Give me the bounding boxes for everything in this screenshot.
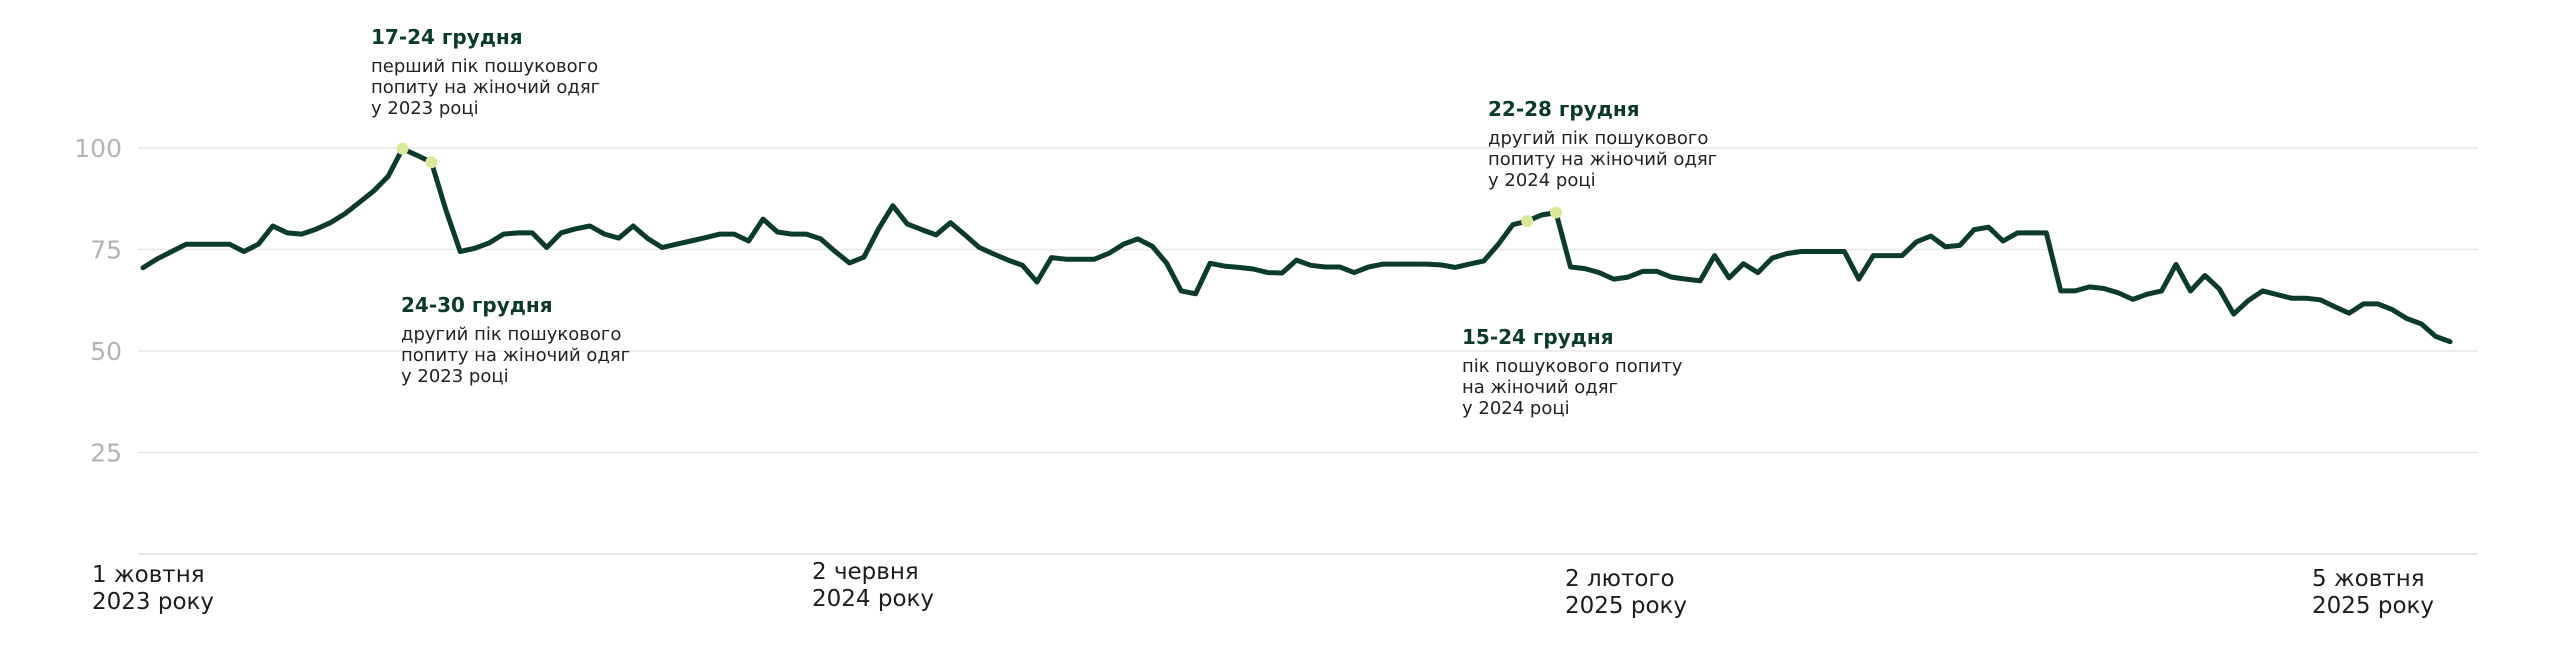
annotation-text: другий пік пошукового: [1488, 128, 1709, 149]
annotation-title: 15-24 грудня: [1462, 325, 1614, 349]
peak-point-2: [425, 156, 438, 169]
highlight-points: [396, 142, 1563, 228]
annotation-peak-1-2023: 17-24 грудня перший пік пошукового попит…: [371, 24, 600, 119]
x-tick-label-4-year: 2025 року: [2312, 593, 2435, 619]
x-tick-label-4-date: 5 жовтня: [2312, 566, 2425, 592]
y-tick-label-25: 25: [90, 439, 122, 468]
peak-point-4: [1550, 206, 1563, 219]
x-tick-label-3: 2 лютого 2025 року: [1565, 566, 1687, 620]
x-tick-label-1-year: 2023 року: [92, 589, 215, 615]
y-tick-label-100: 100: [74, 134, 122, 163]
x-tick-label-3-year: 2025 року: [1565, 593, 1688, 619]
peak-point-3: [1521, 215, 1534, 228]
annotation-text: пік пошукового попиту: [1462, 356, 1683, 377]
annotation-text: у 2024 році: [1488, 170, 1596, 191]
series-line: [140, 146, 2453, 345]
annotation-text: попиту на жіночий одяг: [401, 345, 631, 366]
y-axis-ticks: 25 50 75 100: [74, 134, 122, 468]
annotation-text: у 2024 році: [1462, 398, 1570, 419]
y-tick-label-50: 50: [90, 337, 122, 366]
x-tick-label-2-year: 2024 року: [812, 586, 935, 612]
annotation-text: другий пік пошукового: [401, 324, 622, 345]
y-tick-label-75: 75: [90, 236, 122, 265]
x-tick-label-3-date: 2 лютого: [1565, 566, 1675, 592]
annotation-title: 24-30 грудня: [401, 293, 553, 317]
x-tick-label-1: 1 жовтня 2023 року: [92, 562, 214, 616]
annotation-text: попиту на жіночий одяг: [1488, 149, 1718, 170]
x-tick-label-1-date: 1 жовтня: [92, 562, 205, 588]
annotation-title: 17-24 грудня: [371, 25, 523, 49]
annotation-text: у 2023 році: [401, 366, 509, 387]
annotation-title: 22-28 грудня: [1488, 97, 1640, 121]
x-tick-label-2: 2 червня 2024 року: [812, 559, 934, 613]
x-tick-label-4: 5 жовтня 2025 року: [2312, 566, 2434, 620]
x-tick-label-2-date: 2 червня: [812, 559, 919, 585]
annotation-text: на жіночий одяг: [1462, 377, 1619, 398]
peak-point-1: [396, 142, 409, 155]
annotation-text: попиту на жіночий одяг: [371, 77, 601, 98]
annotation-text: перший пік пошукового: [371, 56, 599, 77]
annotation-peak-2-2023: 24-30 грудня другий пік пошукового попит…: [401, 292, 630, 387]
annotation-peak-2-2024: 22-28 грудня другий пік пошукового попит…: [1488, 96, 1717, 191]
annotation-text: у 2023 році: [371, 98, 479, 119]
annotation-peak-1-2024: 15-24 грудня пік пошукового попиту на жі…: [1462, 324, 1682, 419]
gridlines: [138, 147, 2478, 555]
